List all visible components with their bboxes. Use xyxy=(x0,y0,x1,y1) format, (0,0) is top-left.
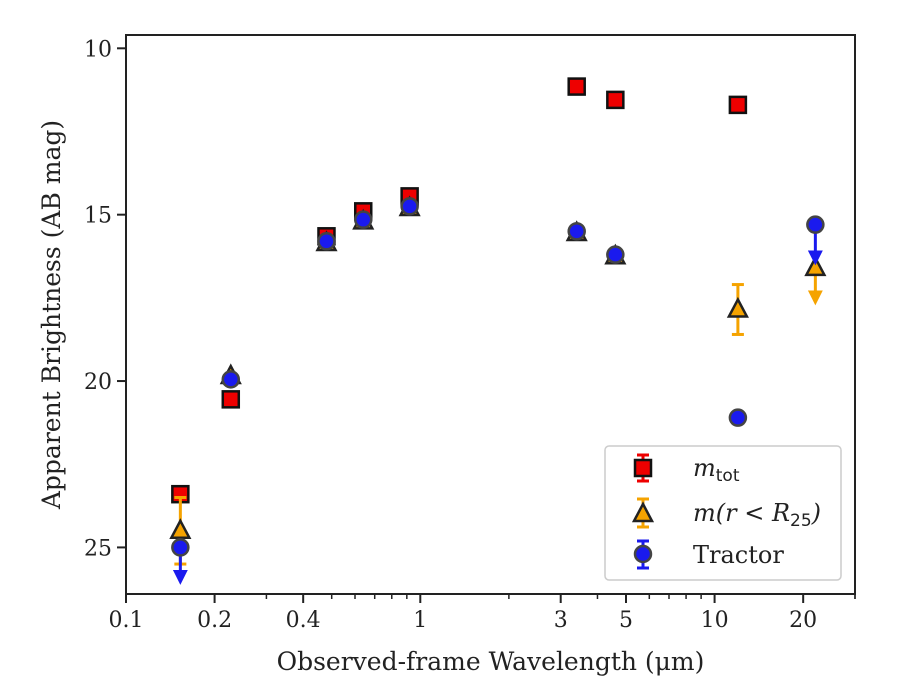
legend-mr-label: m(r < R25) xyxy=(693,499,821,531)
legend-mtot-marker xyxy=(633,458,653,478)
data-point-circle xyxy=(606,245,625,264)
x-axis-ticks: 0.1 0.2 0.4 1 3 5 10 20 xyxy=(109,594,856,633)
y-tick-label: 15 xyxy=(84,204,112,229)
x-tick-label: 0.4 xyxy=(286,608,321,633)
legend-entry-mr: m(r < R25) xyxy=(631,497,821,531)
data-point-triangle xyxy=(726,296,749,318)
legend-tractor-label: Tractor xyxy=(693,541,784,569)
legend-entry-mtot: mtot xyxy=(633,453,740,486)
data-point-square xyxy=(221,390,241,409)
x-tick-label: 5 xyxy=(619,608,633,633)
data-point-circle xyxy=(171,538,190,557)
y-tick-label: 25 xyxy=(84,536,112,561)
x-tick-label: 1 xyxy=(413,608,427,633)
data-point-triangle xyxy=(804,255,827,277)
x-tick-label: 10 xyxy=(701,608,729,633)
data-series-layer xyxy=(169,77,827,585)
y-axis-ticks: 10 15 20 25 xyxy=(84,37,126,561)
data-point-square xyxy=(606,90,625,110)
x-tick-label: 0.1 xyxy=(109,608,144,633)
legend-tractor-marker xyxy=(633,544,653,564)
x-tick-label: 20 xyxy=(789,608,817,633)
data-point-triangle xyxy=(169,518,192,540)
x-axis-label: Observed-frame Wavelength (μm) xyxy=(277,647,705,676)
y-tick-label: 20 xyxy=(84,370,112,395)
data-point-square xyxy=(567,77,586,96)
data-point-circle xyxy=(221,370,241,389)
data-point-circle xyxy=(317,232,336,251)
data-point-circle xyxy=(400,197,419,216)
data-point-square xyxy=(728,95,748,115)
legend-box xyxy=(604,445,842,581)
y-tick-label: 10 xyxy=(84,37,112,62)
data-point-circle xyxy=(806,215,825,234)
plot-frame xyxy=(125,34,856,595)
data-point-circle xyxy=(354,210,373,229)
data-point-circle xyxy=(567,222,586,241)
series-2 xyxy=(171,197,825,585)
x-tick-label: 0.2 xyxy=(197,608,232,633)
y-axis-label: Apparent Brightness (AB mag) xyxy=(37,120,66,510)
legend-mtot-label: mtot xyxy=(693,454,740,486)
x-tick-label: 3 xyxy=(554,608,568,633)
legend-mr-marker xyxy=(631,501,655,523)
legend: mtot m(r < R25) Tractor xyxy=(604,445,842,581)
data-point-circle xyxy=(728,408,748,427)
legend-entry-tractor: Tractor xyxy=(633,539,784,570)
